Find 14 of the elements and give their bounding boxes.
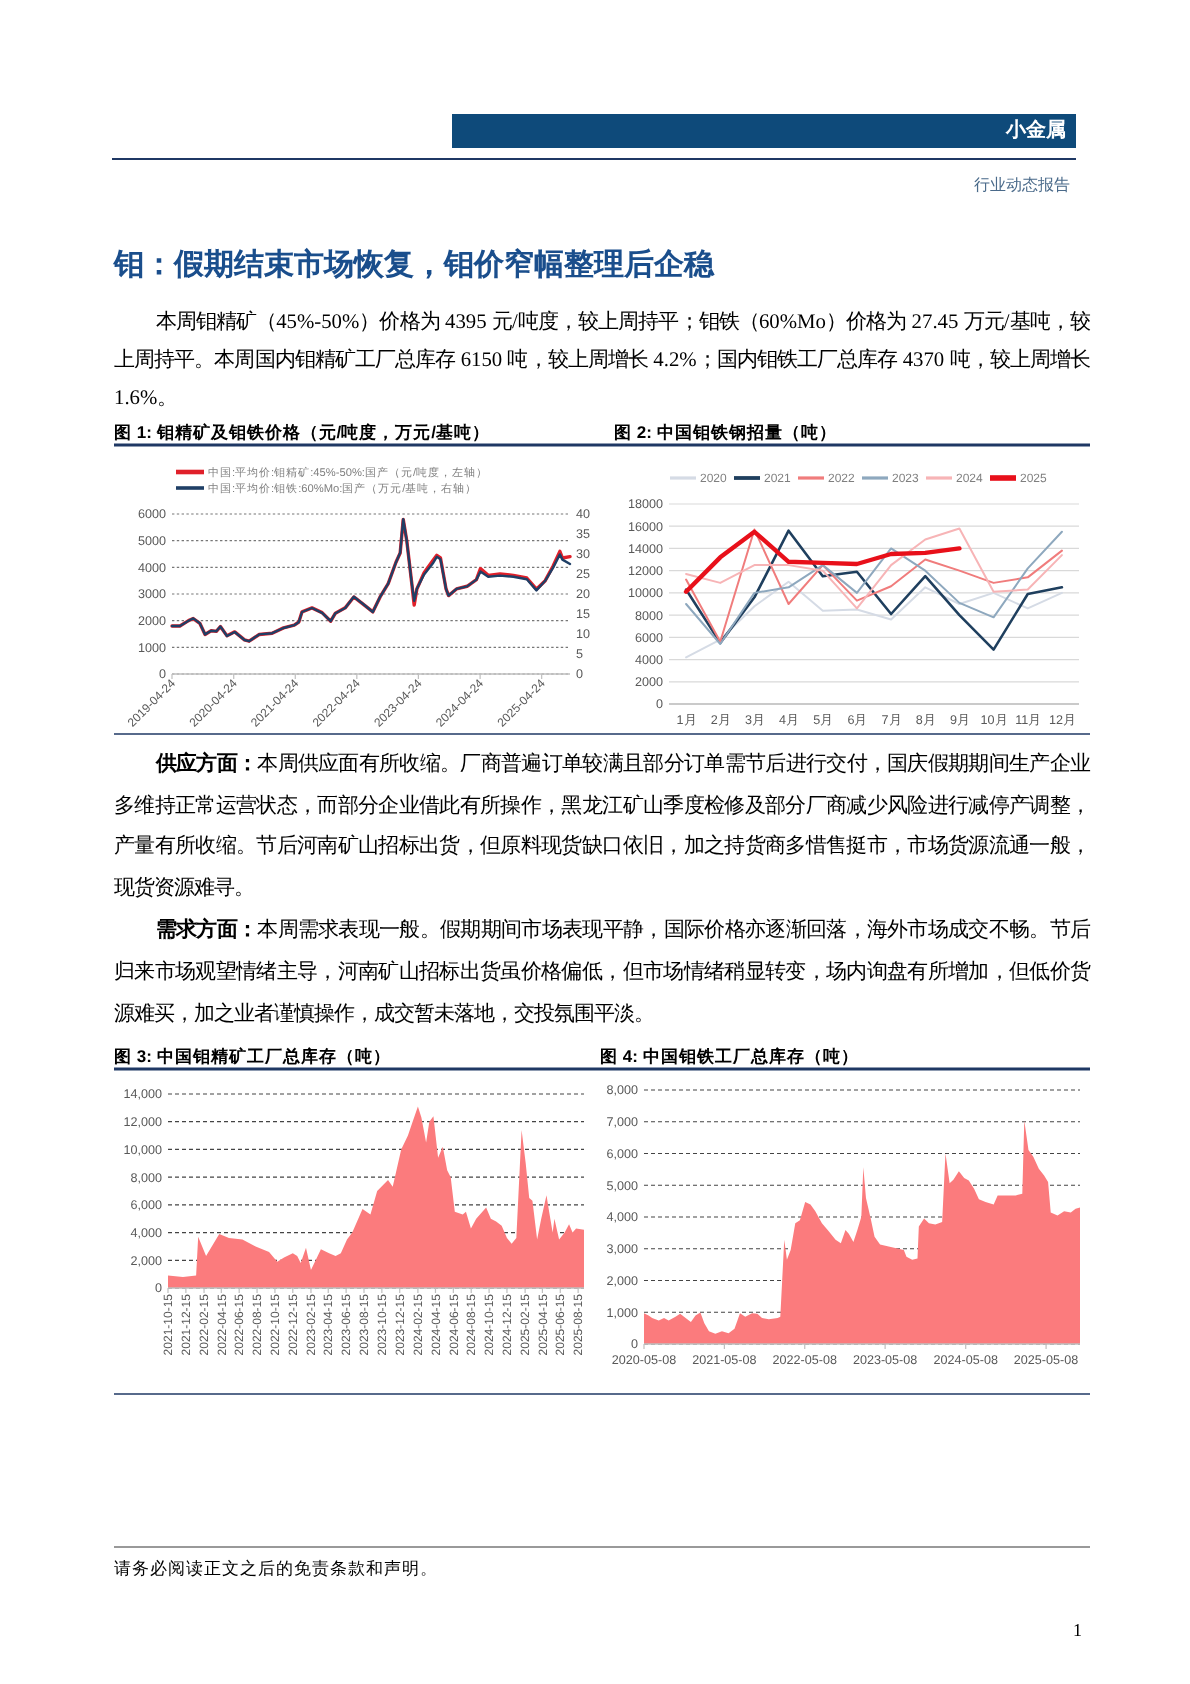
text: 行业动态报告 (974, 174, 1070, 196)
text: 需求方面： (155, 920, 258, 943)
text: 1 (1073, 1620, 1082, 1640)
chart-title: 图 2: 中国钼铁钢招量（吨） (614, 422, 837, 442)
text: 本周钼精矿（45%-50%）价格为 4395 元/吨度，较上周持平；钼铁（60%Mo）价格为 27.45 万元/基吨，较上周持平。本周国内钼精矿工厂总库存 6150 吨，较上周增长 4.2%；国内钼铁工厂总库存 4370 吨，较上周增长 1.6%。 (114, 308, 1090, 414)
line-series (685, 527, 1063, 610)
chart-title: 图 1: 钼精矿及钼铁价格（元/吨度，万元/基吨） (114, 422, 491, 442)
text: 供应方面： (155, 754, 258, 776)
text: 请务必阅读正文之后的免责条款和声明。 (114, 1558, 438, 1582)
chart-title: 图 4: 中国钼铁工厂总库存（吨） (600, 1046, 859, 1066)
text: 钼：假期结束市场恢复，钼价窄幅整理后企稳 (114, 246, 717, 284)
text: 小金属 (1006, 118, 1066, 144)
chart-title: 图 3: 中国钼精矿工厂总库存（吨） (114, 1046, 391, 1066)
line-series (683, 529, 962, 594)
